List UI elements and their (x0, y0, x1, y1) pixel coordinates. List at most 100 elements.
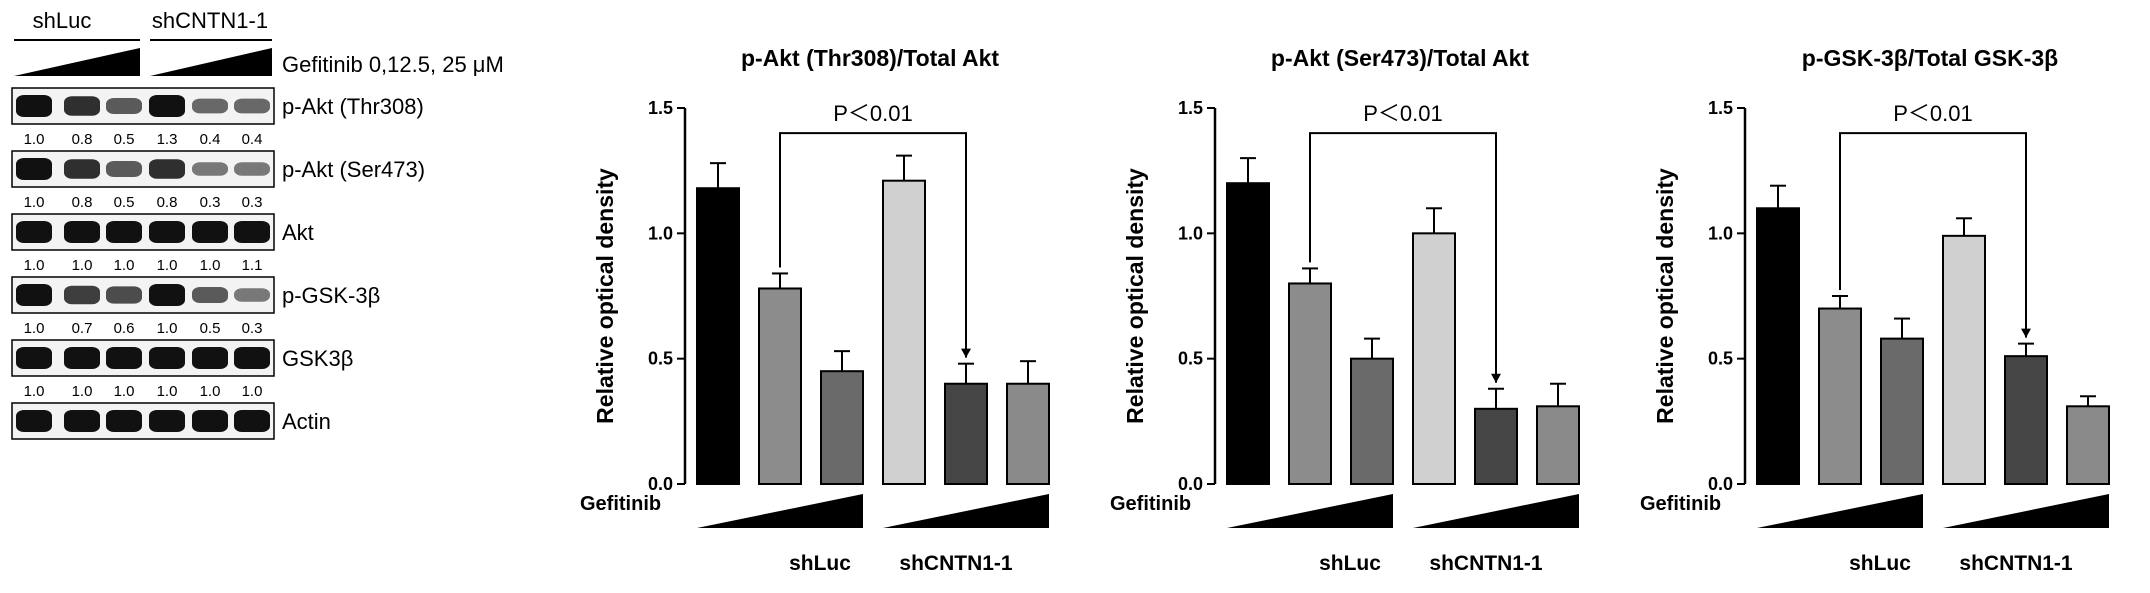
blot-svg: shLuc shCNTN1-1 Gefitinib 0,12.5, 25 μM p-A… (11, 8, 504, 440)
blot-band (234, 221, 270, 243)
blot-band (64, 221, 100, 243)
significance-bracket (779, 132, 967, 358)
chart-svg: p-Akt (Ser473)/Total Akt Relative optical… (1110, 45, 1580, 575)
blot-band (149, 159, 185, 179)
bar (1412, 232, 1456, 485)
bracket-arrowhead (2021, 328, 2031, 338)
density-value: 1.0 (24, 194, 45, 211)
blot-band (64, 347, 100, 369)
density-value: 1.0 (200, 257, 221, 274)
bracket-arrowhead (961, 348, 971, 358)
blot-band (149, 221, 185, 243)
y-tick-label: 0.0 (648, 474, 673, 494)
bar (820, 370, 864, 486)
western-blot-panel: shLuc shCNTN1-1 Gefitinib 0,12.5, 25 μM p-A… (0, 0, 560, 588)
bar (2066, 405, 2110, 485)
chart-svg: p-Akt (Thr308)/Total Akt Relative optical… (580, 45, 1050, 575)
x-axis-label: Gefitinib (1640, 493, 1721, 515)
blot-band (192, 98, 228, 114)
density-value: 0.5 (114, 194, 135, 211)
bar (1006, 382, 1050, 486)
significance-bracket (1839, 132, 2027, 338)
blot-band (192, 410, 228, 432)
dose-wedge (883, 494, 1049, 528)
group-label-shcntn1: shCNTN1-1 (152, 8, 268, 33)
bar (944, 382, 988, 486)
density-value: 1.0 (24, 131, 45, 148)
group-label: shCNTN1-1 (899, 552, 1013, 575)
blot-band (149, 284, 185, 306)
bar (1880, 337, 1924, 486)
bar (1942, 234, 1986, 485)
blot-band (192, 162, 228, 176)
y-tick-label: 1.0 (1178, 223, 1203, 243)
density-value: 1.0 (157, 257, 178, 274)
dose-wedge (1757, 494, 1923, 528)
blot-box (11, 213, 275, 251)
blot-row-label: Actin (282, 409, 331, 434)
significance-label: P＜0.01 (1893, 101, 1973, 126)
blot-band (192, 221, 228, 243)
density-value: 0.8 (157, 194, 178, 211)
density-value: 1.3 (157, 131, 178, 148)
blot-band (234, 347, 270, 369)
blot-band (106, 410, 142, 432)
y-axis-label: Relative optical density (1122, 168, 1148, 424)
blot-band (16, 347, 52, 369)
density-value: 0.3 (200, 194, 221, 211)
bar (1818, 307, 1862, 485)
density-value: 0.3 (242, 320, 263, 337)
density-value: 0.4 (242, 131, 263, 148)
chart-title: p-Akt (Thr308)/Total Akt (741, 45, 999, 71)
y-tick-label: 1.0 (648, 223, 673, 243)
blot-band (234, 98, 270, 114)
blot-band (16, 410, 52, 432)
y-tick-label: 0.5 (1178, 349, 1203, 369)
density-value: 1.0 (157, 383, 178, 400)
blot-box (11, 339, 275, 377)
density-value: 0.8 (72, 194, 93, 211)
x-axis-label: Gefitinib (580, 493, 661, 515)
blot-row-label: Akt (282, 220, 314, 245)
y-tick-label: 1.5 (1708, 98, 1733, 118)
density-value: 1.0 (24, 383, 45, 400)
bar (1536, 405, 1580, 485)
bar (1474, 407, 1518, 485)
blot-band (16, 158, 52, 180)
density-value: 0.6 (114, 320, 135, 337)
chart-title: p-Akt (Ser473)/Total Akt (1271, 45, 1529, 71)
density-value: 1.0 (242, 383, 263, 400)
dose-wedge (697, 494, 863, 528)
chart-title: p-GSK-3β/Total GSK-3β (1802, 45, 2058, 71)
density-value: 1.0 (114, 257, 135, 274)
group-label: shCNTN1-1 (1429, 552, 1543, 575)
group-label: shLuc (789, 552, 851, 575)
blot-band (106, 286, 142, 304)
density-value: 0.4 (200, 131, 221, 148)
bar (1226, 182, 1270, 485)
group-label: shCNTN1-1 (1959, 552, 2073, 575)
y-tick-label: 0.0 (1708, 474, 1733, 494)
treatment-label: Gefitinib 0,12.5, 25 μM (282, 52, 504, 77)
blot-band (106, 221, 142, 243)
group-label: shLuc (1319, 552, 1381, 575)
blot-band (64, 410, 100, 432)
y-tick-label: 0.5 (1708, 349, 1733, 369)
density-value: 1.0 (114, 383, 135, 400)
density-value: 1.0 (72, 257, 93, 274)
dose-wedge (1413, 494, 1579, 528)
blot-band (64, 96, 100, 116)
density-value: 1.1 (242, 257, 263, 274)
blot-band (234, 288, 270, 302)
dose-wedge (1227, 494, 1393, 528)
blot-band (106, 98, 142, 114)
x-axis-label: Gefitinib (1110, 493, 1191, 515)
dose-wedge (1943, 494, 2109, 528)
bar (1288, 282, 1332, 486)
blot-row-label: GSK3β (282, 346, 353, 371)
chart-thr308: p-Akt (Thr308)/Total Akt Relative optical… (560, 0, 1090, 588)
blot-box (11, 402, 275, 440)
blot-row-label: p-Akt (Thr308) (282, 94, 424, 119)
density-value: 0.5 (200, 320, 221, 337)
density-value: 0.8 (72, 131, 93, 148)
